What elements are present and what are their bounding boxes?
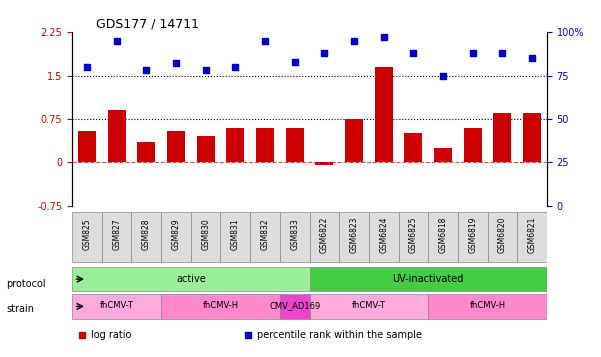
Point bbox=[171, 61, 181, 66]
Text: GSM829: GSM829 bbox=[171, 219, 180, 250]
FancyBboxPatch shape bbox=[458, 212, 487, 262]
Bar bbox=[78, 131, 96, 162]
Point bbox=[438, 73, 448, 79]
FancyBboxPatch shape bbox=[369, 212, 398, 262]
Text: protocol: protocol bbox=[6, 279, 46, 289]
Bar bbox=[108, 110, 126, 162]
FancyBboxPatch shape bbox=[161, 294, 280, 319]
FancyBboxPatch shape bbox=[102, 212, 132, 262]
Text: GSM6823: GSM6823 bbox=[350, 216, 359, 253]
Point bbox=[112, 38, 121, 44]
Point bbox=[409, 50, 418, 56]
FancyBboxPatch shape bbox=[72, 212, 102, 262]
Point bbox=[391, 197, 401, 202]
Text: GSM827: GSM827 bbox=[112, 219, 121, 250]
Text: GSM6819: GSM6819 bbox=[468, 216, 477, 253]
Text: GSM832: GSM832 bbox=[260, 219, 269, 250]
Point bbox=[231, 64, 240, 70]
Bar bbox=[197, 136, 215, 162]
FancyBboxPatch shape bbox=[72, 294, 161, 319]
FancyBboxPatch shape bbox=[517, 212, 547, 262]
Text: UV-inactivated: UV-inactivated bbox=[392, 273, 464, 283]
Text: GSM833: GSM833 bbox=[290, 218, 299, 250]
Bar bbox=[256, 128, 274, 162]
Point bbox=[290, 59, 299, 65]
Text: GSM6824: GSM6824 bbox=[379, 216, 388, 253]
Text: GSM6821: GSM6821 bbox=[528, 216, 537, 253]
FancyBboxPatch shape bbox=[280, 294, 310, 319]
Point bbox=[468, 50, 478, 56]
Text: GSM828: GSM828 bbox=[142, 219, 151, 250]
FancyBboxPatch shape bbox=[428, 212, 458, 262]
Point bbox=[349, 38, 359, 44]
FancyBboxPatch shape bbox=[487, 212, 517, 262]
Text: GSM6825: GSM6825 bbox=[409, 216, 418, 253]
Bar bbox=[345, 119, 363, 162]
Bar bbox=[227, 128, 244, 162]
Text: fhCMV-T: fhCMV-T bbox=[352, 301, 386, 310]
FancyBboxPatch shape bbox=[428, 294, 547, 319]
FancyBboxPatch shape bbox=[191, 212, 221, 262]
Bar bbox=[464, 128, 481, 162]
Text: GSM825: GSM825 bbox=[82, 219, 91, 250]
Text: GSM6822: GSM6822 bbox=[320, 216, 329, 253]
FancyBboxPatch shape bbox=[161, 212, 191, 262]
FancyBboxPatch shape bbox=[398, 212, 428, 262]
Text: fhCMV-T: fhCMV-T bbox=[100, 301, 133, 310]
Text: log ratio: log ratio bbox=[91, 330, 132, 340]
Bar bbox=[493, 113, 511, 162]
Bar bbox=[316, 162, 333, 165]
Text: strain: strain bbox=[6, 304, 34, 314]
Text: GSM830: GSM830 bbox=[201, 218, 210, 250]
Bar bbox=[523, 113, 541, 162]
Text: CMV_AD169: CMV_AD169 bbox=[269, 301, 320, 310]
Text: GSM6820: GSM6820 bbox=[498, 216, 507, 253]
Text: active: active bbox=[176, 273, 206, 283]
FancyBboxPatch shape bbox=[132, 212, 161, 262]
Point bbox=[201, 67, 210, 73]
Text: fhCMV-H: fhCMV-H bbox=[469, 301, 505, 310]
Text: GSM6818: GSM6818 bbox=[439, 216, 448, 253]
Point bbox=[527, 55, 537, 61]
FancyBboxPatch shape bbox=[310, 212, 339, 262]
FancyBboxPatch shape bbox=[221, 212, 250, 262]
Bar bbox=[167, 131, 185, 162]
FancyBboxPatch shape bbox=[280, 212, 310, 262]
Text: GSM831: GSM831 bbox=[231, 219, 240, 250]
FancyBboxPatch shape bbox=[72, 267, 310, 291]
Bar bbox=[434, 148, 452, 162]
Point bbox=[320, 50, 329, 56]
FancyBboxPatch shape bbox=[339, 212, 369, 262]
Point bbox=[498, 50, 507, 56]
Bar bbox=[375, 67, 392, 162]
Text: percentile rank within the sample: percentile rank within the sample bbox=[257, 330, 423, 340]
Point bbox=[379, 35, 388, 40]
Bar bbox=[404, 134, 423, 162]
FancyBboxPatch shape bbox=[310, 267, 547, 291]
FancyBboxPatch shape bbox=[250, 212, 280, 262]
Text: fhCMV-H: fhCMV-H bbox=[203, 301, 239, 310]
Point bbox=[82, 64, 92, 70]
Point bbox=[141, 67, 151, 73]
Point bbox=[260, 38, 270, 44]
Text: GDS177 / 14711: GDS177 / 14711 bbox=[96, 18, 199, 31]
Bar bbox=[138, 142, 155, 162]
Bar bbox=[286, 128, 304, 162]
FancyBboxPatch shape bbox=[310, 294, 428, 319]
